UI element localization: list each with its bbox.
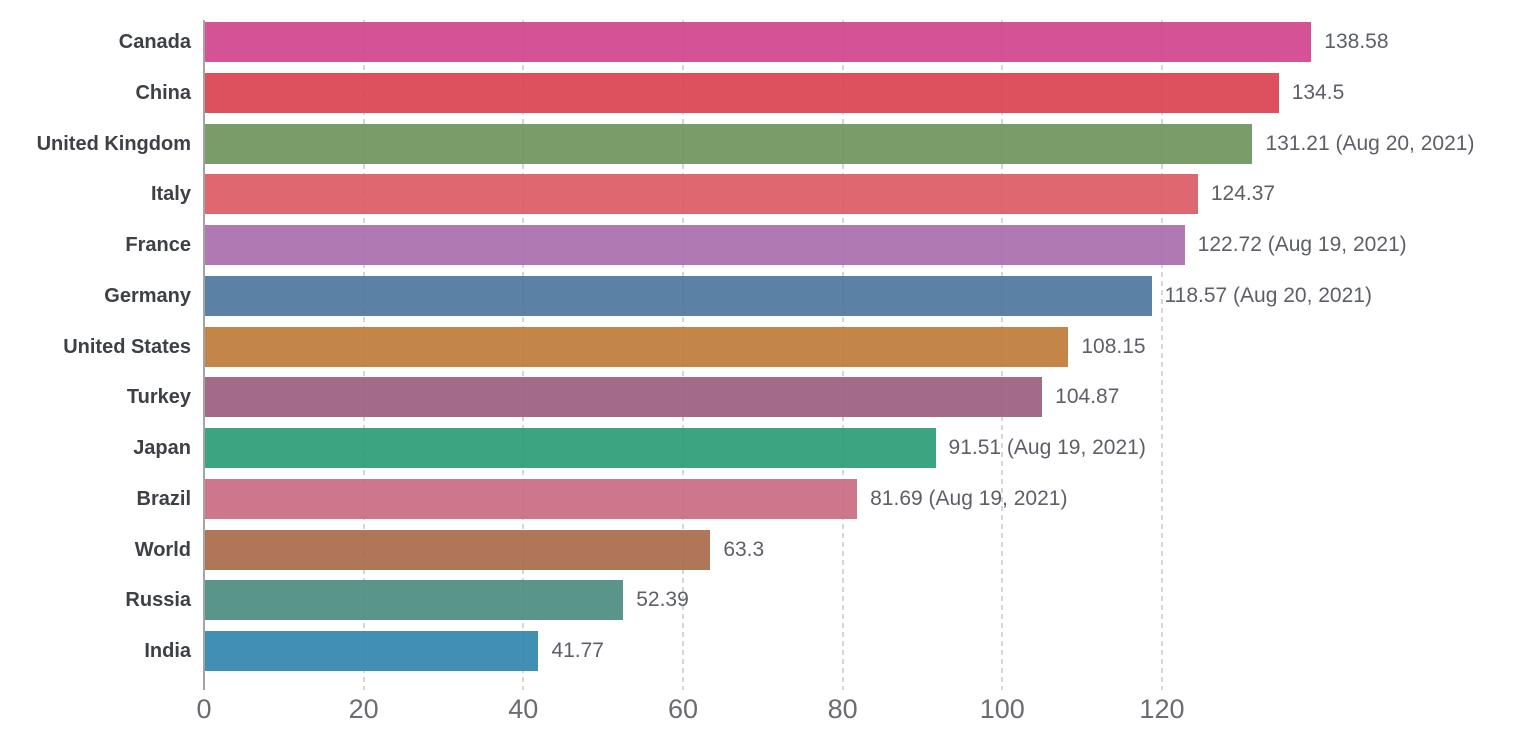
chart-row-canada: Canada 138.58 (0, 22, 1516, 62)
bar[interactable] (205, 377, 1043, 418)
chart-row-india: India 41.77 (0, 631, 1516, 671)
chart-row-france: France 122.72 (Aug 19, 2021) (0, 225, 1516, 265)
chart-row-united-states: United States 108.15 (0, 326, 1516, 367)
bar-track: 131.21 (Aug 20, 2021) (205, 123, 1516, 164)
x-tick-120: 120 (1139, 694, 1185, 724)
bar-track: 138.58 (205, 22, 1516, 62)
country-label: United Kingdom (36, 132, 191, 155)
value-label: 104.87 (1055, 385, 1120, 409)
value-label: 63.3 (723, 537, 765, 561)
value-label: 81.69 (Aug 19, 2021) (870, 486, 1068, 510)
value-label: 138.58 (1324, 30, 1389, 53)
chart-row-turkey: Turkey 104.87 (0, 377, 1516, 418)
country-label: Russia (125, 589, 191, 612)
x-tick-20: 20 (348, 694, 379, 724)
bar[interactable] (205, 275, 1152, 316)
bar-track: 122.72 (Aug 19, 2021) (205, 225, 1516, 265)
country-label: Italy (150, 183, 191, 206)
bar[interactable] (205, 428, 936, 468)
value-label: 134.5 (1291, 80, 1345, 104)
x-tick-80: 80 (827, 694, 858, 724)
bar[interactable] (205, 225, 1185, 265)
bar-track: 134.5 (205, 72, 1516, 113)
bar[interactable] (205, 631, 539, 671)
country-label: France (125, 234, 191, 256)
bar-track: 108.15 (205, 326, 1516, 367)
x-tick-40: 40 (508, 694, 539, 724)
chart-row-brazil: Brazil 81.69 (Aug 19, 2021) (0, 478, 1516, 519)
chart-row-germany: Germany 118.57 (Aug 20, 2021) (0, 275, 1516, 316)
country-label: India (144, 640, 191, 662)
bar-track: 41.77 (205, 631, 1516, 671)
value-label: 122.72 (Aug 19, 2021) (1197, 233, 1407, 256)
bar-track: 104.87 (205, 377, 1516, 418)
bar-track: 81.69 (Aug 19, 2021) (205, 478, 1516, 519)
bar[interactable] (205, 72, 1279, 113)
bar-track: 118.57 (Aug 20, 2021) (205, 275, 1516, 316)
country-label: Brazil (136, 487, 191, 510)
bar[interactable] (205, 22, 1312, 62)
value-label: 91.51 (Aug 19, 2021) (948, 436, 1146, 459)
bar-track: 52.39 (205, 580, 1516, 621)
value-label: 131.21 (Aug 20, 2021) (1265, 131, 1475, 155)
x-tick-60: 60 (667, 694, 698, 724)
bar-track: 124.37 (205, 174, 1516, 215)
value-label: 52.39 (636, 588, 689, 612)
chart-row-russia: Russia 52.39 (0, 580, 1516, 621)
chart-row-japan: Japan 91.51 (Aug 19, 2021) (0, 428, 1516, 468)
bar-track: 63.3 (205, 529, 1516, 570)
x-axis: 0 20 40 60 80 100 120 (196, 694, 1516, 728)
x-tick-100: 100 (979, 694, 1025, 724)
country-label: China (135, 81, 191, 104)
chart-rows: Canada 138.58 China 134.5 United Kingdom… (0, 22, 1516, 671)
bar[interactable] (205, 326, 1069, 367)
value-label: 124.37 (1210, 182, 1276, 206)
value-label: 41.77 (551, 639, 604, 662)
bar[interactable] (205, 174, 1198, 215)
country-label: Canada (118, 31, 191, 53)
chart-row-china: China 134.5 (0, 72, 1516, 113)
country-label: Japan (133, 437, 191, 459)
chart-row-world: World 63.3 (0, 529, 1516, 570)
bar[interactable] (205, 580, 624, 621)
bar[interactable] (205, 529, 711, 570)
country-label: United States (63, 335, 191, 358)
chart-row-italy: Italy 124.37 (0, 174, 1516, 215)
country-label: World (134, 538, 191, 561)
value-label: 118.57 (Aug 20, 2021) (1164, 283, 1372, 307)
x-tick-0: 0 (196, 694, 212, 724)
y-axis-line (203, 20, 205, 690)
country-label: Germany (104, 284, 191, 307)
bar[interactable] (205, 478, 858, 519)
country-label: Turkey (126, 386, 191, 409)
bar-track: 91.51 (Aug 19, 2021) (205, 428, 1516, 468)
bar[interactable] (205, 123, 1253, 164)
chart-row-united-kingdom: United Kingdom 131.21 (Aug 20, 2021) (0, 123, 1516, 164)
value-label: 108.15 (1081, 334, 1146, 358)
